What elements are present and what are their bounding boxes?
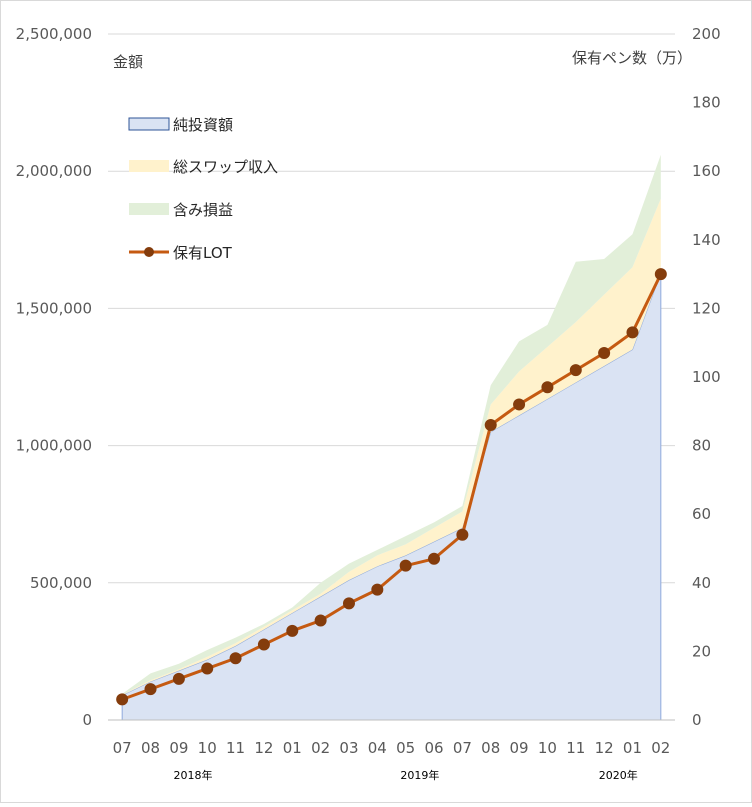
lot-point xyxy=(484,419,497,432)
lot-point xyxy=(342,597,355,610)
lot-point xyxy=(116,693,129,706)
lot-point xyxy=(229,652,242,665)
y-right-tick-label: 120 xyxy=(692,299,721,317)
line-series xyxy=(116,268,667,706)
x-tick-label: 03 xyxy=(339,739,358,757)
lot-point xyxy=(399,559,412,572)
lot-point xyxy=(626,326,639,339)
x-tick-label: 09 xyxy=(510,739,529,757)
lot-point xyxy=(513,398,526,411)
y-right-tick-label: 20 xyxy=(692,642,711,660)
lot-point xyxy=(598,346,611,359)
y-left-tick-label: 2,500,000 xyxy=(16,25,92,43)
area-series xyxy=(121,154,662,721)
x-tick-label: 10 xyxy=(198,739,217,757)
legend-swatch-lot-marker xyxy=(144,247,154,257)
lot-point xyxy=(371,583,384,596)
x-tick-label: 01 xyxy=(623,739,642,757)
y-right-tick-label: 100 xyxy=(692,368,721,386)
y-right-tick-label: 200 xyxy=(692,25,721,43)
y-right-tick-label: 40 xyxy=(692,574,711,592)
x-tick-label: 12 xyxy=(254,739,273,757)
y-left-tick-label: 1,500,000 xyxy=(16,299,92,317)
y-right-tick-label: 60 xyxy=(692,505,711,523)
x-tick-label: 10 xyxy=(538,739,557,757)
year-label: 2018年 xyxy=(174,768,213,782)
legend: 純投資額 総スワップ収入 含み損益 保有LOT xyxy=(128,116,278,262)
legend-label-unrealized: 含み損益 xyxy=(173,201,233,219)
lot-point xyxy=(172,672,185,685)
y-left-tick-label: 2,000,000 xyxy=(16,162,92,180)
x-tick-label: 08 xyxy=(481,739,500,757)
legend-swatch-unrealized xyxy=(129,203,169,215)
x-tick-label: 04 xyxy=(368,739,387,757)
lot-point xyxy=(286,624,299,637)
left-axis-unit: 金額 xyxy=(113,53,143,71)
x-tick-label: 02 xyxy=(311,739,330,757)
x-tick-label: 11 xyxy=(226,739,245,757)
y-left-tick-label: 500,000 xyxy=(30,574,92,592)
y-right-tick-label: 160 xyxy=(692,162,721,180)
legend-label-net-investment: 純投資額 xyxy=(173,116,233,134)
axes: 0 500,000 1,000,000 1,500,000 2,000,000 2,500… xyxy=(16,25,721,782)
y-right-tick-label: 0 xyxy=(692,711,702,729)
y-left-tick-label: 1,000,000 xyxy=(16,437,92,455)
lot-point xyxy=(314,614,327,627)
lot-point xyxy=(569,364,582,377)
lot-point xyxy=(541,381,554,394)
x-tick-label: 08 xyxy=(141,739,160,757)
lot-point xyxy=(654,268,667,281)
y-left-tick-label: 0 xyxy=(82,711,92,729)
legend-label-lot: 保有LOT xyxy=(173,244,233,262)
x-tick-label: 07 xyxy=(453,739,472,757)
y-right-tick-label: 140 xyxy=(692,231,721,249)
x-tick-label: 02 xyxy=(651,739,670,757)
year-label: 2020年 xyxy=(599,768,638,782)
right-axis-unit: 保有ペン数（万） xyxy=(572,49,692,67)
lot-point xyxy=(257,638,270,651)
year-label: 2019年 xyxy=(400,768,439,782)
lot-point xyxy=(144,683,157,696)
x-tick-label: 05 xyxy=(396,739,415,757)
legend-label-swap-income: 総スワップ収入 xyxy=(173,158,278,176)
x-tick-label: 12 xyxy=(595,739,614,757)
legend-swatch-swap-income xyxy=(129,160,169,172)
x-tick-label: 11 xyxy=(566,739,585,757)
x-tick-label: 06 xyxy=(424,739,443,757)
x-tick-label: 01 xyxy=(283,739,302,757)
lot-point xyxy=(456,528,469,541)
y-right-tick-label: 180 xyxy=(692,94,721,112)
y-right-tick-label: 80 xyxy=(692,437,711,455)
legend-swatch-net-investment xyxy=(128,117,170,131)
x-tick-label: 09 xyxy=(169,739,188,757)
lot-point xyxy=(201,662,214,675)
lot-point xyxy=(428,552,441,565)
x-tick-label: 07 xyxy=(113,739,132,757)
